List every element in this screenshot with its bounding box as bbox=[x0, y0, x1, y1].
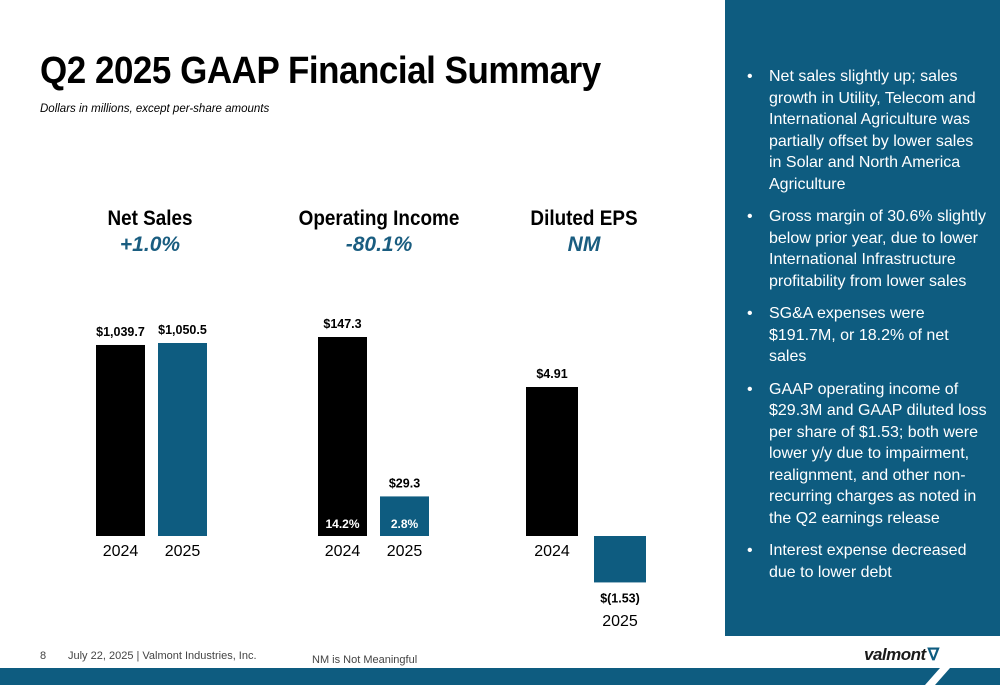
page-subtitle: Dollars in millions, except per-share am… bbox=[40, 103, 270, 115]
bar-2025 bbox=[594, 536, 646, 583]
diluted-eps-change: NM bbox=[567, 233, 601, 256]
category-tick-label: 2024 bbox=[103, 543, 139, 560]
valmont-logo: valmont ∇ bbox=[864, 645, 939, 665]
net-sales-change: +1.0% bbox=[119, 233, 181, 256]
bar-value-label: $(1.53) bbox=[600, 591, 640, 605]
bar-2025 bbox=[380, 496, 429, 536]
page-title: Q2 2025 GAAP Financial Summary bbox=[40, 50, 601, 92]
bar-value-label: $147.3 bbox=[323, 317, 361, 331]
bar-2025 bbox=[158, 343, 207, 536]
bar-2024 bbox=[526, 387, 578, 536]
footer-band-left bbox=[0, 668, 940, 685]
bullet-text: GAAP operating income of $29.3M and GAAP… bbox=[769, 380, 987, 527]
bar-2024 bbox=[318, 337, 367, 536]
diluted-eps-header: Diluted EPS NM bbox=[484, 207, 684, 257]
summary-bullet: • Gross margin of 30.6% slightly below pr… bbox=[747, 208, 986, 290]
net-sales-header: Net Sales +1.0% bbox=[50, 207, 250, 257]
category-tick-label: 2025 bbox=[602, 613, 638, 630]
bar-2024 bbox=[96, 344, 145, 536]
footer-band-right bbox=[935, 668, 1000, 685]
bullet-text: Interest expense decreased due to lower … bbox=[769, 542, 967, 581]
footnote: NM is Not Meaningful bbox=[312, 654, 418, 666]
bullet-text: Gross margin of 30.6% slightly below pri… bbox=[769, 208, 986, 290]
category-tick-label: 2025 bbox=[387, 543, 423, 560]
operating-income-change: -80.1% bbox=[345, 233, 413, 256]
summary-sidebar: • Net sales slightly up; sales growth in … bbox=[725, 0, 1000, 636]
logo-mark-icon: ∇ bbox=[927, 645, 939, 664]
category-tick-label: 2025 bbox=[165, 543, 201, 560]
operating-income-title: Operating Income bbox=[298, 207, 460, 230]
bar-margin-label: 2.8% bbox=[391, 517, 419, 531]
category-tick-label: 2024 bbox=[534, 543, 570, 560]
footer-band bbox=[0, 668, 1000, 685]
summary-bullet-list: • Net sales slightly up; sales growth in … bbox=[745, 66, 990, 594]
page-number: 8 bbox=[40, 650, 47, 662]
diluted-eps-title: Diluted EPS bbox=[530, 207, 638, 230]
summary-bullet: • SG&A expenses were $191.7M, or 18.2% of… bbox=[747, 305, 949, 365]
operating-income-header: Operating Income -80.1% bbox=[279, 207, 479, 257]
summary-bullet: • Net sales slightly up; sales growth in … bbox=[747, 68, 976, 193]
bar-value-label: $29.3 bbox=[389, 476, 420, 490]
footer-date-company: July 22, 2025 | Valmont Industries, Inc. bbox=[68, 650, 257, 662]
financial-charts: $1,039.7 2024 $1,050.5 2025 $147.3 14.2% 2024 $… bbox=[96, 317, 646, 630]
logo-text: valmont bbox=[864, 645, 926, 664]
summary-bullet: • Interest expense decreased due to lower… bbox=[747, 542, 967, 581]
category-tick-label: 2024 bbox=[325, 543, 361, 560]
summary-bullet: • GAAP operating income of $29.3M and GAA… bbox=[747, 380, 987, 527]
bar-value-label: $1,039.7 bbox=[96, 325, 145, 339]
bar-value-label: $4.91 bbox=[536, 367, 567, 381]
bullet-text: Net sales slightly up; sales growth in U… bbox=[769, 68, 976, 193]
bar-value-label: $1,050.5 bbox=[158, 323, 207, 337]
net-sales-title: Net Sales bbox=[107, 207, 193, 230]
bar-margin-label: 14.2% bbox=[325, 517, 359, 531]
bullet-text: SG&A expenses were $191.7M, or 18.2% of … bbox=[769, 305, 949, 365]
